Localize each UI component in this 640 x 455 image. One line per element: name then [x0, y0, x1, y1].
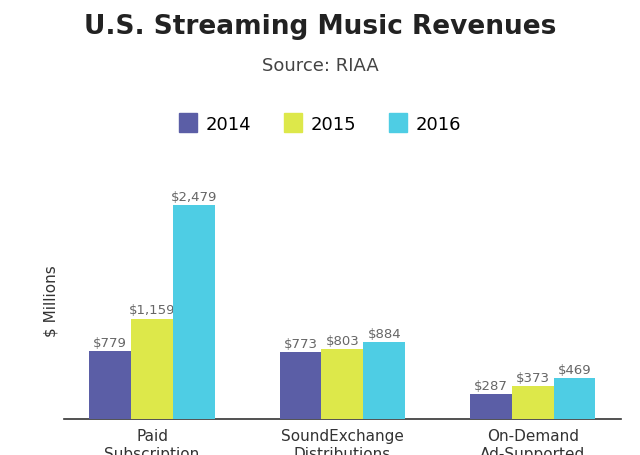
Bar [512, 386, 554, 419]
Bar [470, 394, 512, 419]
Bar [90, 352, 131, 419]
Bar [364, 343, 405, 419]
Text: $287: $287 [474, 379, 508, 392]
Bar [554, 378, 595, 419]
Text: $373: $373 [516, 371, 550, 384]
Text: U.S. Streaming Music Revenues: U.S. Streaming Music Revenues [84, 14, 556, 40]
Bar [280, 352, 321, 419]
Text: $2,479: $2,479 [171, 190, 217, 203]
Text: $779: $779 [93, 336, 127, 349]
Y-axis label: $ Millions: $ Millions [44, 264, 58, 336]
Text: $1,159: $1,159 [129, 304, 175, 317]
Text: $469: $469 [557, 363, 591, 376]
Text: $884: $884 [367, 328, 401, 340]
Bar [131, 319, 173, 419]
Text: $773: $773 [284, 337, 317, 350]
Text: Source: RIAA: Source: RIAA [262, 57, 378, 75]
Bar [173, 205, 215, 419]
Text: $803: $803 [326, 334, 359, 347]
Legend: 2014, 2015, 2016: 2014, 2015, 2016 [172, 107, 468, 141]
Bar [321, 349, 364, 419]
